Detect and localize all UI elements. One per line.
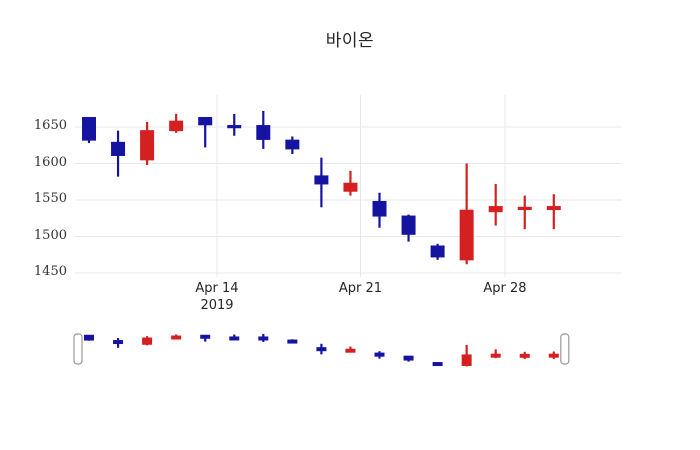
range-slider-right-handle[interactable] — [560, 333, 570, 365]
candle-body — [227, 125, 242, 129]
candlestick — [372, 192, 387, 228]
mini-candle-body — [345, 348, 356, 353]
candle-body — [111, 141, 126, 156]
mini-candle-body — [548, 353, 559, 358]
mini-candle-body — [403, 355, 414, 361]
candle-body — [459, 209, 474, 261]
mini-candle-body — [461, 354, 472, 366]
mini-candle-body — [200, 334, 211, 339]
mini-candle-body — [84, 334, 94, 341]
candle-body — [140, 130, 155, 161]
mini-candlestick — [142, 336, 153, 346]
y-axis-tick-label: 1650 — [33, 118, 67, 133]
candle-body — [343, 182, 358, 192]
mini-candlestick — [403, 355, 414, 362]
y-axis-tick-label: 1550 — [33, 191, 67, 206]
candle-body — [517, 206, 532, 211]
candlestick — [140, 121, 155, 165]
mini-candlestick — [519, 351, 530, 359]
candle-body — [198, 117, 213, 126]
mini-candle-body — [113, 340, 124, 345]
mini-candle-body — [229, 336, 240, 341]
mini-candlestick — [84, 334, 94, 341]
mini-candle-body — [287, 339, 298, 344]
candlestick — [343, 170, 358, 196]
candlestick — [314, 157, 329, 208]
candlestick — [169, 113, 184, 133]
candlestick — [517, 195, 532, 230]
x-axis-tick-label: Apr 21 — [338, 281, 383, 296]
candle-body — [285, 139, 300, 150]
mini-candlestick — [461, 345, 472, 367]
candlestick — [111, 130, 126, 177]
candle-body — [430, 245, 445, 258]
mini-candle-body — [374, 352, 385, 357]
candlestick-plot — [75, 95, 622, 277]
x-axis-tick-label: Apr 14 — [195, 281, 239, 296]
candlestick — [430, 243, 445, 260]
candle-body — [169, 120, 184, 132]
candlestick — [488, 183, 503, 226]
y-axis-tick-label: 1450 — [33, 264, 67, 279]
mini-candlestick — [374, 351, 385, 359]
range-slider-right-handle-grip[interactable] — [560, 333, 570, 365]
mini-candlestick — [287, 339, 298, 344]
x-axis-tick-label: Apr 28 — [483, 281, 527, 296]
candle-body — [256, 125, 271, 140]
candlestick — [198, 117, 213, 148]
mini-candlestick — [345, 346, 356, 353]
mini-candlestick — [171, 334, 182, 340]
mini-candlestick — [316, 343, 327, 355]
range-slider-left-handle[interactable] — [73, 333, 83, 365]
mini-candlestick — [113, 338, 124, 348]
mini-candlestick — [258, 333, 269, 342]
mini-candle-body — [490, 353, 501, 358]
candlestick — [401, 214, 416, 242]
mini-candlestick — [229, 334, 240, 341]
mini-candlestick — [490, 349, 501, 359]
candle-body — [314, 175, 329, 185]
y-axis-tick-label: 1600 — [33, 154, 67, 170]
mini-candle-body — [432, 362, 443, 367]
candle-body — [82, 117, 96, 141]
candle-body — [546, 206, 561, 210]
range-slider-left-handle-grip[interactable] — [73, 333, 83, 365]
candlestick — [546, 194, 561, 230]
mini-candle-body — [519, 353, 530, 358]
candlestick — [82, 117, 96, 144]
mini-candlestick — [200, 334, 211, 342]
chart-title: 바이온 — [325, 31, 375, 51]
x-axis-tick-sublabel: 2019 — [200, 298, 234, 313]
candlestick — [285, 136, 300, 155]
candlestick — [459, 163, 474, 265]
candlestick — [227, 113, 242, 136]
mini-candle-body — [171, 335, 182, 340]
mini-candlestick — [432, 362, 443, 367]
candle-body — [372, 200, 387, 217]
candle-body — [401, 215, 416, 235]
candlestick — [256, 110, 271, 149]
y-axis-tick-label: 1500 — [33, 227, 67, 243]
mini-candle-body — [258, 336, 269, 341]
mini-candlestick — [548, 351, 559, 359]
mini-candle-body — [316, 347, 327, 352]
candle-body — [488, 206, 503, 213]
mini-candle-body — [142, 337, 153, 345]
